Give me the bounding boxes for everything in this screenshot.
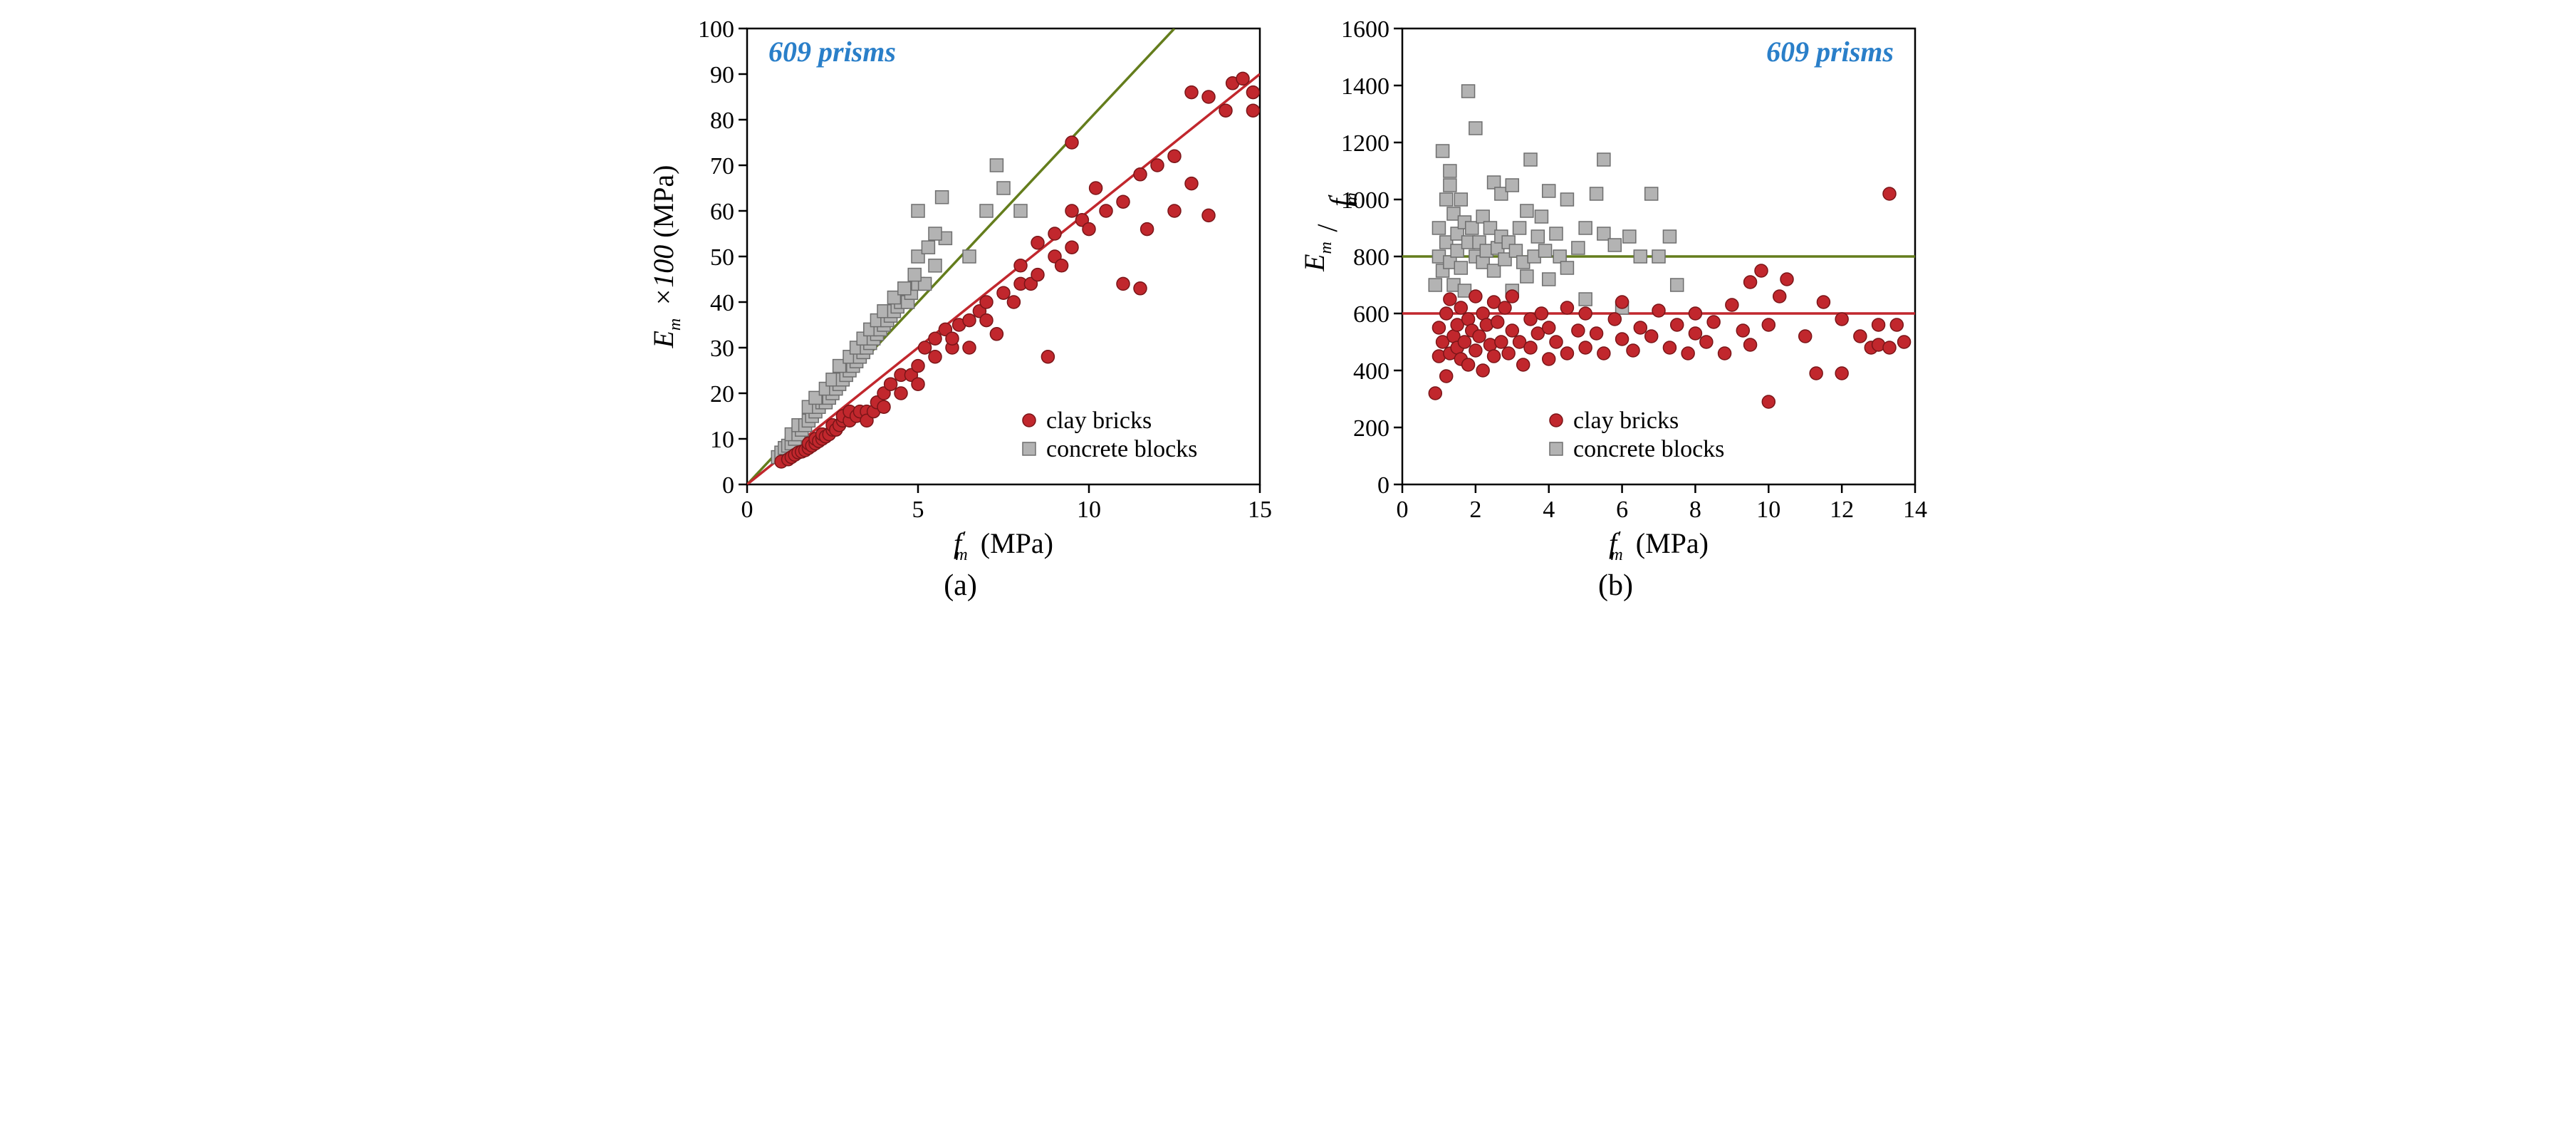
svg-text:200: 200 — [1353, 415, 1389, 442]
svg-text:15: 15 — [1248, 497, 1272, 523]
chart-a: 0 5 10 15 0 10 20 30 40 50 60 70 80 90 100 f′m (MPa) Em … — [647, 14, 1274, 563]
panel-a: 0 5 10 15 0 10 20 30 40 50 60 70 80 90 100 f′m (MPa) Em … — [647, 14, 1274, 603]
svg-text:30: 30 — [710, 336, 734, 362]
svg-text:concrete blocks: concrete blocks — [1046, 436, 1197, 462]
svg-text:60: 60 — [710, 199, 734, 225]
svg-text:2: 2 — [1469, 497, 1481, 523]
svg-text:12: 12 — [1830, 497, 1854, 523]
svg-text:5: 5 — [912, 497, 924, 523]
svg-text:clay bricks: clay bricks — [1046, 408, 1152, 434]
svg-text:f′m (MPa): f′m (MPa) — [954, 527, 1053, 563]
svg-text:/: / — [1311, 224, 1343, 232]
svg-text:4: 4 — [1543, 497, 1555, 523]
svg-text:1200: 1200 — [1341, 130, 1389, 157]
svg-text:f′m: f′m — [1324, 192, 1361, 207]
sublabel-b: (b) — [1598, 569, 1633, 603]
svg-text:40: 40 — [710, 290, 734, 316]
svg-text:1400: 1400 — [1341, 73, 1389, 100]
panel-b: 0246810121402004006008001000120014001600… — [1303, 14, 1929, 603]
svg-text:clay bricks: clay bricks — [1573, 408, 1679, 434]
svg-text:100: 100 — [698, 16, 734, 43]
svg-text:80: 80 — [710, 108, 734, 134]
svg-text:70: 70 — [710, 153, 734, 180]
svg-text:400: 400 — [1353, 358, 1389, 385]
svg-text:609 prisms: 609 prisms — [768, 36, 896, 68]
chart-b: 0246810121402004006008001000120014001600… — [1303, 14, 1929, 563]
svg-text:f′m (MPa): f′m (MPa) — [1609, 527, 1709, 563]
svg-text:0: 0 — [722, 472, 734, 499]
svg-text:Em ×100 (MPa): Em ×100 (MPa) — [647, 165, 684, 349]
svg-text:6: 6 — [1616, 497, 1628, 523]
svg-text:600: 600 — [1353, 301, 1389, 328]
svg-text:10: 10 — [710, 427, 734, 453]
svg-text:10: 10 — [1756, 497, 1780, 523]
figure-row: 0510150102030405060708090100f′m (MPa)Em … — [14, 14, 2562, 603]
svg-text:0: 0 — [741, 497, 753, 523]
svg-text:14: 14 — [1903, 497, 1927, 523]
svg-text:90: 90 — [710, 62, 734, 88]
svg-text:20: 20 — [710, 381, 734, 408]
svg-text:0: 0 — [1396, 497, 1408, 523]
svg-text:800: 800 — [1353, 244, 1389, 271]
svg-text:8: 8 — [1689, 497, 1701, 523]
svg-text:1600: 1600 — [1341, 16, 1389, 43]
svg-text:concrete blocks: concrete blocks — [1573, 436, 1724, 462]
svg-text:10: 10 — [1077, 497, 1101, 523]
svg-text:609 prisms: 609 prisms — [1766, 36, 1894, 68]
svg-text:50: 50 — [710, 244, 734, 271]
svg-text:0: 0 — [1377, 472, 1389, 499]
svg-text:Em: Em — [1303, 242, 1335, 272]
sublabel-a: (a) — [944, 569, 977, 603]
